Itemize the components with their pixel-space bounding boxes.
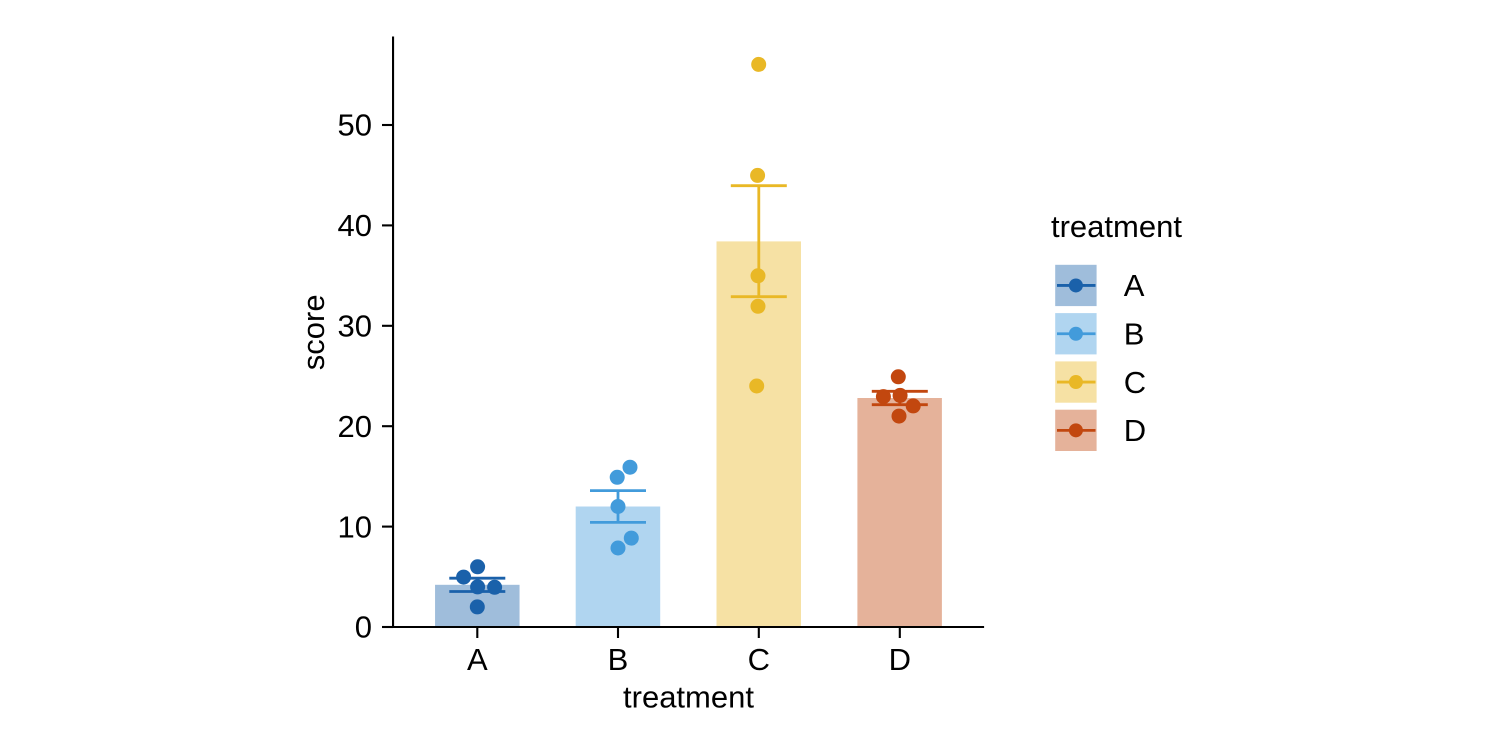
svg-text:C: C bbox=[1124, 365, 1146, 400]
svg-text:0: 0 bbox=[355, 610, 372, 645]
svg-text:A: A bbox=[467, 642, 488, 677]
svg-text:treatment: treatment bbox=[623, 680, 754, 715]
svg-text:C: C bbox=[748, 642, 770, 677]
svg-text:D: D bbox=[889, 642, 911, 677]
svg-text:treatment: treatment bbox=[1051, 209, 1182, 244]
svg-text:D: D bbox=[1124, 413, 1146, 448]
svg-text:A: A bbox=[1124, 268, 1145, 303]
svg-text:score: score bbox=[296, 294, 331, 370]
svg-text:40: 40 bbox=[338, 208, 372, 243]
svg-text:20: 20 bbox=[338, 409, 372, 444]
svg-text:10: 10 bbox=[338, 509, 372, 544]
svg-text:B: B bbox=[608, 642, 629, 677]
svg-text:30: 30 bbox=[338, 309, 372, 344]
svg-text:50: 50 bbox=[338, 108, 372, 143]
svg-text:B: B bbox=[1124, 316, 1145, 351]
